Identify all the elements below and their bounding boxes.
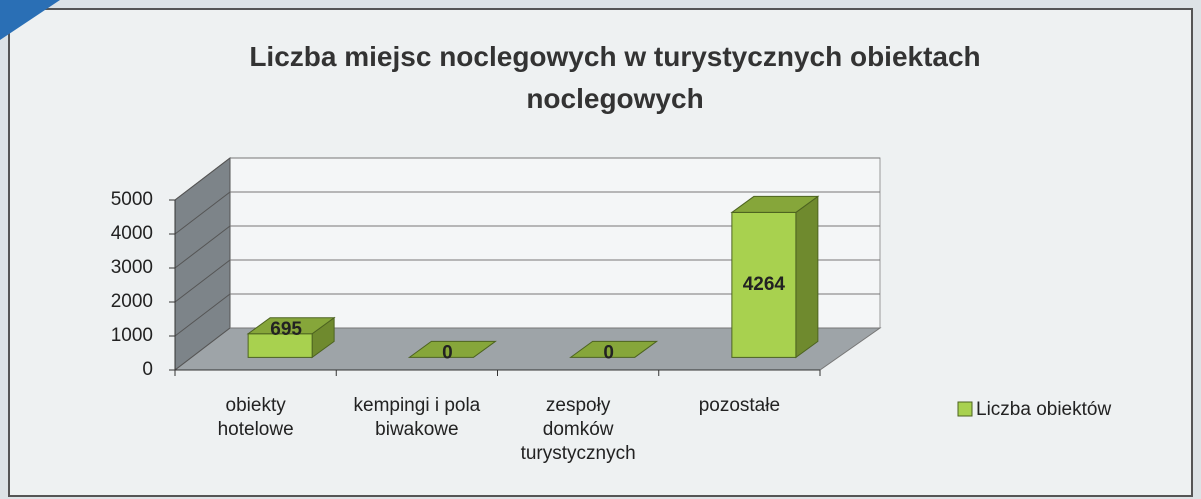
- corner-decoration: [0, 0, 60, 40]
- chart-title: Liczba miejsc noclegowych w turystycznyc…: [249, 41, 981, 114]
- legend-label: Liczba obiektów: [976, 399, 1111, 420]
- y-tick-label: 0: [142, 359, 153, 380]
- bar-top: [730, 195, 820, 213]
- side-grid-line: [174, 191, 231, 235]
- x-tick-label: obiekty hotelowe: [217, 395, 294, 440]
- bar-top: [569, 340, 659, 358]
- x-tick-label: kempingi i pola biwakowe: [353, 395, 481, 440]
- value-label: 4264: [743, 274, 786, 295]
- y-tick-label: 2000: [111, 291, 153, 312]
- side-grid-line: [174, 259, 231, 303]
- side-grid-line: [174, 293, 231, 337]
- value-label: 0: [603, 342, 614, 363]
- bar-top: [246, 317, 336, 335]
- bar-side: [795, 195, 819, 359]
- legend-swatch: [957, 401, 973, 417]
- x-tick-label: pozostałe: [698, 395, 781, 416]
- side-grid-line: [174, 327, 231, 371]
- bar-top: [407, 340, 497, 358]
- x-tick-label: zespoły domków turystycznych: [520, 395, 636, 464]
- y-tick-label: 3000: [111, 257, 153, 278]
- y-tick-label: 4000: [111, 223, 153, 244]
- y-tick-label: 1000: [111, 325, 153, 346]
- value-label: 695: [270, 319, 302, 340]
- value-label: 0: [442, 342, 453, 363]
- y-tick-label: 5000: [111, 189, 153, 210]
- side-grid-line: [174, 157, 231, 201]
- side-grid-line: [174, 225, 231, 269]
